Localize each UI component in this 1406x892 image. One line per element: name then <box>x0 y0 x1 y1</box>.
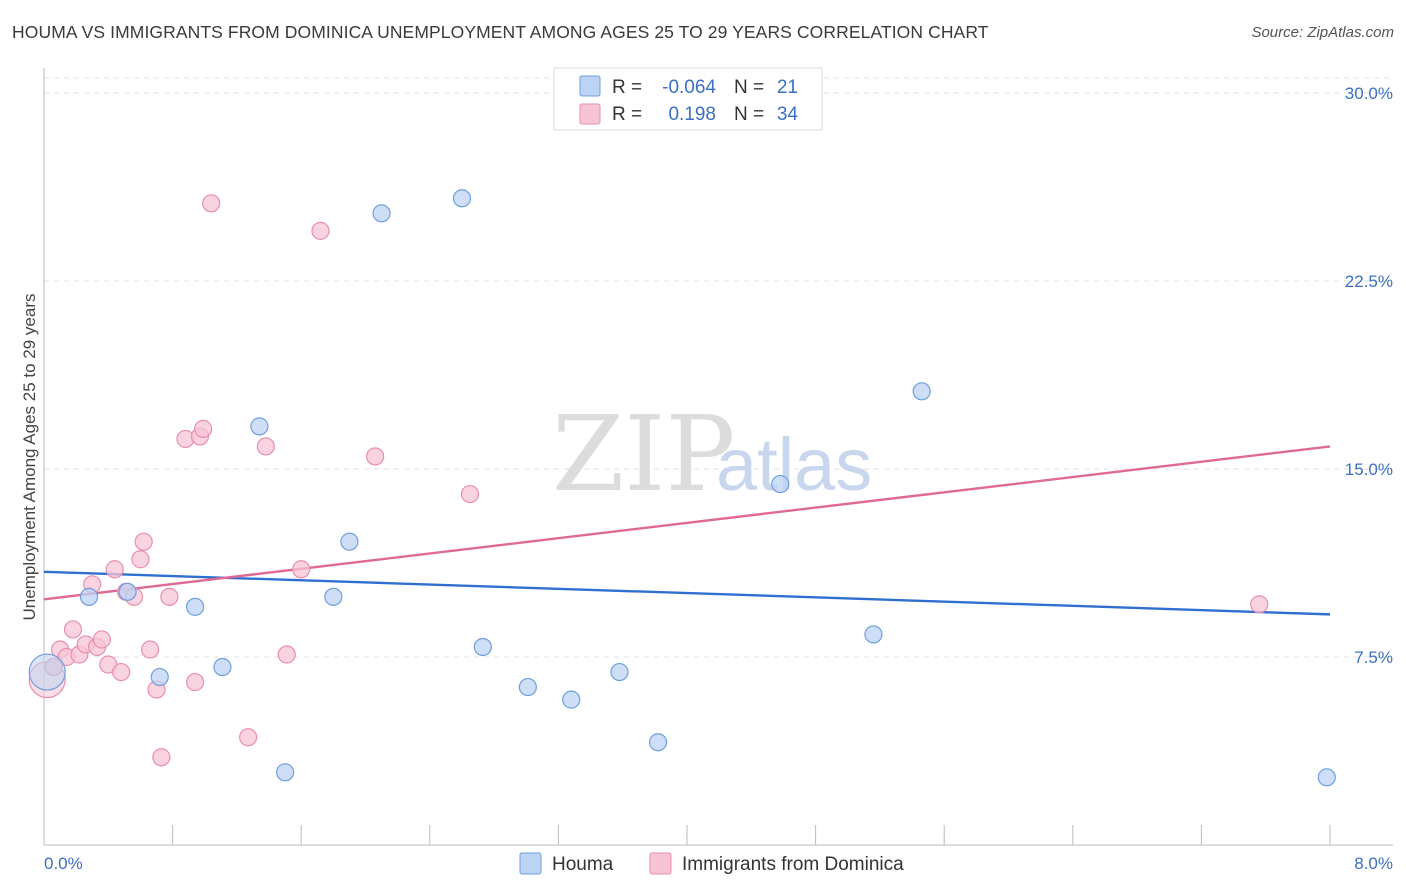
bottom-legend-swatch-dominica <box>649 852 672 875</box>
houma-point-15 <box>610 662 629 682</box>
legend-swatch-dominica <box>579 103 601 125</box>
dominica-point-11 <box>105 560 124 579</box>
houma-point-5 <box>213 657 232 677</box>
dominica-trend-line <box>43 445 1331 601</box>
houma-point-0 <box>28 653 66 691</box>
houma-point-16 <box>648 733 668 752</box>
houma-point-12 <box>473 637 492 657</box>
dominica-point-31 <box>366 447 385 466</box>
bottom-legend-swatch-houma <box>519 852 542 875</box>
legend-n-value-houma: 21 <box>777 77 798 98</box>
y-tick-label-0: 30.0% <box>1345 84 1393 103</box>
x-tick-label-left: 0.0% <box>44 854 83 873</box>
houma-point-4 <box>186 597 205 616</box>
legend-swatch-houma <box>579 75 601 97</box>
legend-r-value-dominica: 0.198 <box>668 104 716 125</box>
y-tick-label-2: 15.0% <box>1345 460 1393 479</box>
y-tick-labels: 30.0% 22.5% 15.0% 7.5% <box>1345 84 1393 667</box>
chart-source: Source: ZipAtlas.com <box>1251 24 1394 41</box>
houma-point-2 <box>118 582 137 601</box>
bottom-legend-label-houma: Houma <box>552 854 614 875</box>
dominica-point-27 <box>256 437 275 456</box>
houma-point-13 <box>518 677 537 697</box>
watermark-atlas: atlas <box>716 423 872 506</box>
dominica-point-12 <box>112 662 131 682</box>
dominica-point-19 <box>152 748 171 767</box>
houma-point-20 <box>1317 768 1336 787</box>
axes <box>43 68 1393 846</box>
houma-point-8 <box>324 587 343 606</box>
dominica-point-24 <box>194 419 213 438</box>
watermark-zip: ZIP <box>552 393 735 515</box>
houma-point-18 <box>864 625 883 644</box>
data-points <box>28 189 1336 787</box>
dominica-point-16 <box>134 532 153 551</box>
dominica-point-17 <box>140 640 160 659</box>
houma-point-1 <box>79 587 99 606</box>
houma-point-19 <box>912 382 931 401</box>
dominica-point-33 <box>1250 595 1269 614</box>
dominica-point-22 <box>186 672 205 692</box>
dominica-point-29 <box>292 560 311 579</box>
legend-n-value-dominica: 34 <box>777 104 799 125</box>
legend-r-label-houma: R = <box>612 77 642 98</box>
y-tick-label-1: 22.5% <box>1345 272 1393 291</box>
dominica-point-32 <box>460 484 480 504</box>
grid-lines <box>44 77 1393 658</box>
legend-n-label-dominica: N = <box>734 104 764 125</box>
houma-point-17 <box>771 474 790 494</box>
bottom-legend-label-dominica: Immigrants from Dominica <box>682 854 904 875</box>
y-axis-label: Unemployment Among Ages 25 to 29 years <box>20 294 39 621</box>
dominica-point-28 <box>277 645 296 664</box>
dominica-point-20 <box>160 587 179 606</box>
x-tick-label-right: 8.0% <box>1354 854 1393 873</box>
legend-r-value-houma: -0.064 <box>662 77 716 98</box>
dominica-point-26 <box>239 728 258 747</box>
trend-lines <box>43 445 1331 616</box>
chart-title: HOUMA VS IMMIGRANTS FROM DOMINICA UNEMPL… <box>12 22 989 42</box>
dominica-point-4 <box>63 620 83 639</box>
dominica-point-30 <box>311 221 330 240</box>
dominica-point-15 <box>131 550 150 569</box>
houma-point-3 <box>150 667 169 687</box>
legend: R = -0.064 N = 21 R = 0.198 N = 34 <box>553 67 823 131</box>
houma-trend-line <box>43 570 1331 616</box>
watermark: ZIP atlas <box>552 393 872 515</box>
houma-point-7 <box>276 763 295 782</box>
y-tick-label-3: 7.5% <box>1354 648 1393 667</box>
houma-point-14 <box>562 690 581 709</box>
houma-point-10 <box>372 204 391 223</box>
houma-point-6 <box>250 417 269 436</box>
legend-n-label-houma: N = <box>734 77 764 98</box>
dominica-point-25 <box>202 194 221 213</box>
bottom-legend: Houma Immigrants from Dominica <box>519 852 904 875</box>
houma-point-9 <box>340 532 359 551</box>
legend-r-label-dominica: R = <box>612 104 642 125</box>
dominica-point-9 <box>92 630 111 649</box>
houma-point-11 <box>452 189 472 208</box>
